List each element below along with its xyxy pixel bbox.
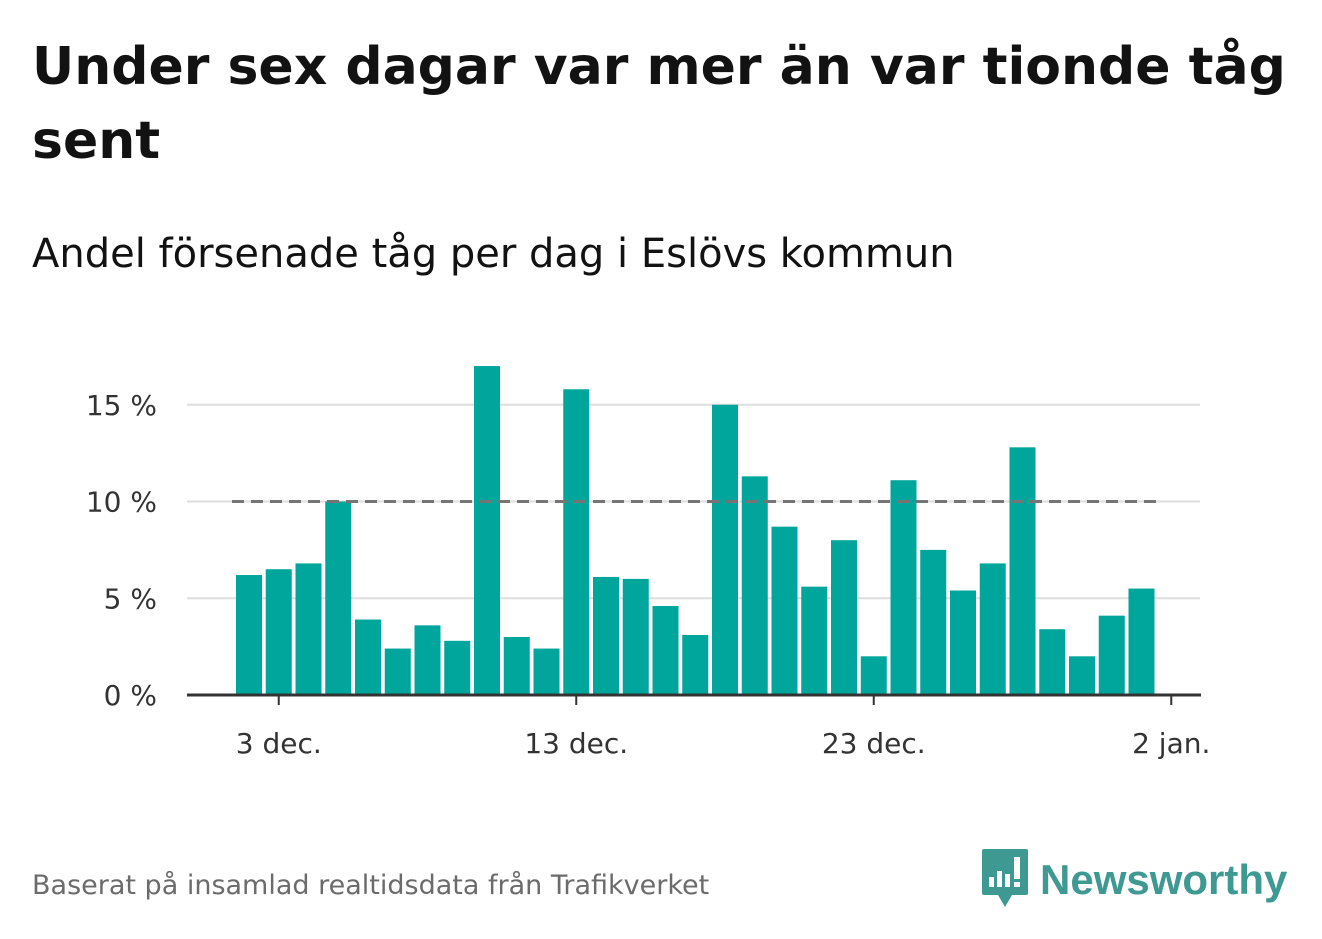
bar [355, 619, 381, 695]
x-tick-label: 3 dec. [236, 727, 322, 760]
y-tick-label: 0 % [104, 679, 157, 712]
bar [950, 590, 976, 695]
bar [682, 635, 709, 695]
newsworthy-logo-icon [980, 847, 1030, 913]
bar [384, 648, 411, 695]
bar [1098, 615, 1125, 695]
bar [265, 569, 292, 695]
bar [503, 636, 530, 695]
bar-chart: 0 % 5 % 10 % 15 % 3 dec. 13 dec. 23 dec. 2 jan… [86, 366, 1210, 760]
bar [801, 586, 828, 695]
y-tick-label: 15 % [86, 389, 157, 422]
bar [1069, 656, 1095, 695]
chart-title: Under sex dagar var mer än var tionde tå… [32, 37, 1286, 171]
bar [414, 625, 441, 695]
y-tick-label: 5 % [104, 582, 157, 615]
brand-name: Newsworthy [1040, 856, 1288, 903]
source-note: Baserat på insamlad realtidsdata från Tr… [32, 870, 710, 901]
bar [860, 656, 887, 695]
bar [444, 640, 471, 695]
brand-logo: Newsworthy [980, 848, 1287, 912]
bar [920, 549, 947, 695]
y-tick-label: 10 % [86, 486, 157, 519]
x-tick-label: 2 jan. [1132, 727, 1210, 760]
bar [771, 526, 798, 695]
bars [236, 366, 1155, 695]
bar [325, 501, 352, 695]
bar [533, 648, 560, 695]
bar [236, 575, 262, 695]
bar [741, 476, 768, 695]
bar [712, 404, 738, 695]
bar [1039, 629, 1066, 695]
x-tick-label: 13 dec. [524, 727, 628, 760]
x-tick-label: 23 dec. [822, 727, 926, 760]
bar [593, 576, 619, 695]
bar [474, 366, 500, 695]
y-axis-ticks: 0 % 5 % 10 % 15 % [86, 389, 157, 712]
chart-subtitle: Andel försenade tåg per dag i Eslövs kom… [32, 231, 955, 277]
bar [979, 563, 1006, 695]
x-axis-ticks: 3 dec. 13 dec. 23 dec. 2 jan. [236, 695, 1210, 760]
bar [563, 389, 590, 695]
bar [295, 563, 322, 695]
bar [831, 540, 857, 695]
bar [622, 578, 649, 695]
bar [652, 605, 679, 695]
bar [1128, 588, 1155, 695]
bar [890, 480, 917, 695]
bar [1009, 447, 1036, 695]
